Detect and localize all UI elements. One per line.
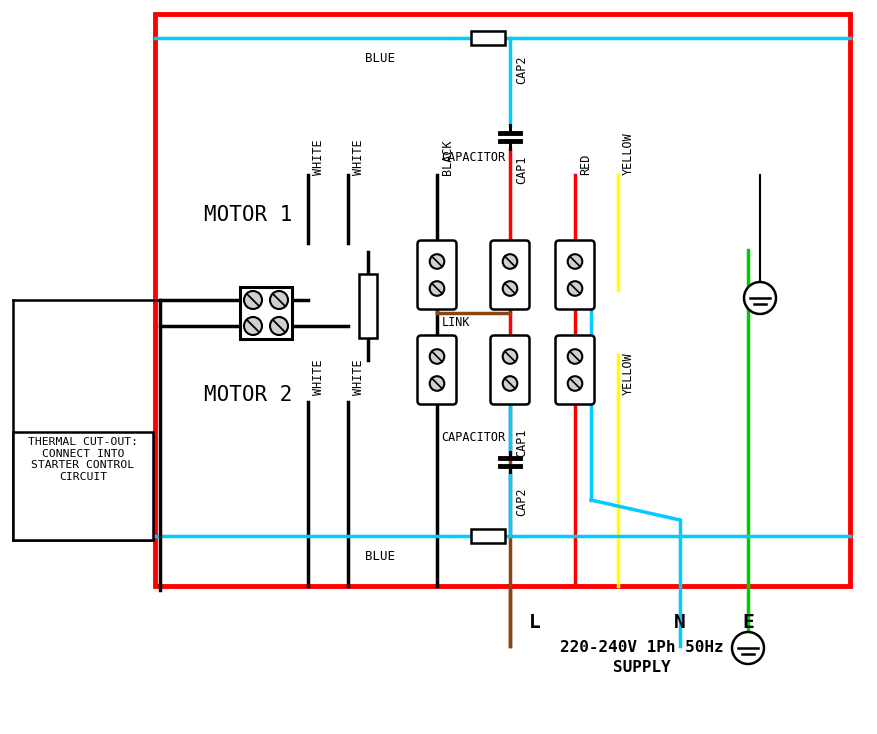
Circle shape bbox=[503, 349, 517, 364]
Text: YELLOW: YELLOW bbox=[621, 132, 634, 175]
Text: CAP2: CAP2 bbox=[515, 55, 527, 84]
Text: YELLOW: YELLOW bbox=[621, 352, 634, 395]
Text: CAP2: CAP2 bbox=[515, 487, 527, 515]
Circle shape bbox=[270, 317, 288, 335]
Circle shape bbox=[270, 291, 288, 309]
Circle shape bbox=[503, 281, 517, 296]
Text: MOTOR 1: MOTOR 1 bbox=[203, 205, 292, 225]
Circle shape bbox=[503, 377, 517, 390]
FancyBboxPatch shape bbox=[555, 335, 594, 404]
Circle shape bbox=[244, 317, 261, 335]
Bar bbox=[13, 432, 153, 540]
Circle shape bbox=[503, 254, 517, 269]
Circle shape bbox=[731, 632, 763, 664]
Text: BLACK: BLACK bbox=[440, 360, 453, 395]
Text: L: L bbox=[529, 613, 540, 632]
Text: THERMAL CUT-OUT:
CONNECT INTO
STARTER CONTROL
CIRCUIT: THERMAL CUT-OUT: CONNECT INTO STARTER CO… bbox=[28, 437, 138, 482]
Text: E: E bbox=[741, 613, 753, 632]
Bar bbox=[359, 274, 376, 338]
FancyBboxPatch shape bbox=[417, 241, 456, 310]
Text: CAP1: CAP1 bbox=[515, 362, 527, 390]
Text: WHITE: WHITE bbox=[311, 360, 324, 395]
Circle shape bbox=[429, 349, 444, 364]
Text: RED: RED bbox=[578, 374, 591, 395]
Bar bbox=[239, 287, 292, 339]
Bar bbox=[471, 529, 504, 543]
Circle shape bbox=[567, 349, 581, 364]
Circle shape bbox=[429, 281, 444, 296]
Text: N: N bbox=[674, 613, 685, 632]
Circle shape bbox=[743, 282, 775, 314]
Text: BLACK: BLACK bbox=[440, 139, 453, 175]
Text: BLUE: BLUE bbox=[365, 550, 395, 563]
Text: RED: RED bbox=[578, 153, 591, 175]
FancyBboxPatch shape bbox=[417, 335, 456, 404]
Text: CAPACITOR: CAPACITOR bbox=[440, 151, 504, 164]
Text: WHITE: WHITE bbox=[311, 139, 324, 175]
Circle shape bbox=[429, 254, 444, 269]
Text: 220-240V 1Ph 50Hz: 220-240V 1Ph 50Hz bbox=[559, 640, 723, 655]
FancyBboxPatch shape bbox=[490, 335, 529, 404]
FancyBboxPatch shape bbox=[555, 241, 594, 310]
Circle shape bbox=[567, 377, 581, 390]
Circle shape bbox=[567, 281, 581, 296]
Circle shape bbox=[429, 377, 444, 390]
Text: WHITE: WHITE bbox=[352, 139, 365, 175]
Circle shape bbox=[567, 254, 581, 269]
Text: CAP1: CAP1 bbox=[515, 155, 527, 184]
Bar bbox=[155, 14, 849, 586]
FancyBboxPatch shape bbox=[490, 241, 529, 310]
Text: WHITE: WHITE bbox=[352, 360, 365, 395]
Text: CAPACITOR: CAPACITOR bbox=[440, 431, 504, 444]
Text: CAP1: CAP1 bbox=[515, 429, 527, 457]
Circle shape bbox=[244, 291, 261, 309]
Text: SUPPLY: SUPPLY bbox=[612, 660, 670, 675]
Text: LINK: LINK bbox=[441, 316, 470, 329]
Text: BLUE: BLUE bbox=[365, 52, 395, 65]
Text: MOTOR 2: MOTOR 2 bbox=[203, 385, 292, 405]
Bar bbox=[471, 31, 504, 45]
